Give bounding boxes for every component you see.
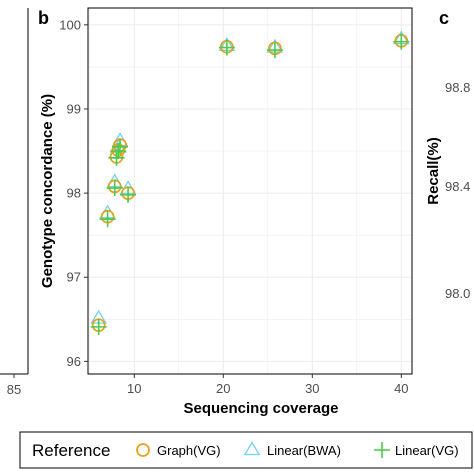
data-point-plus — [120, 186, 137, 203]
right-panel-y-axis-title: Recall(%) — [425, 137, 442, 205]
panel-letter-c: c — [439, 8, 449, 28]
plot-grid — [88, 8, 412, 374]
right-panel-ytick-label: 98.0 — [445, 286, 470, 301]
data-point-plus — [106, 180, 123, 197]
data-point-plus — [99, 211, 116, 228]
data-point-plus — [112, 138, 129, 155]
y-tick-label: 96 — [67, 354, 81, 369]
data-point-plus — [218, 39, 235, 56]
legend-items: Graph(VG) Linear(BWA) Linear(VG) — [136, 441, 459, 458]
plot-points — [90, 30, 410, 335]
x-tick-label: 30 — [305, 381, 319, 396]
y-tick-label: 99 — [67, 101, 81, 116]
data-point-plus — [90, 318, 107, 335]
data-point-plus — [393, 33, 410, 50]
right-panel-ytick-label: 98.8 — [445, 80, 470, 95]
x-tick-label: 40 — [394, 381, 408, 396]
legend-label: Linear(VG) — [395, 443, 459, 458]
y-tick-label: 98 — [67, 186, 81, 201]
left-panel-xtick-label: 85 — [7, 382, 21, 397]
legend-key-plus — [374, 442, 390, 458]
right-panel-ytick-label: 98.4 — [445, 179, 470, 194]
legend-item: Linear(BWA) — [243, 441, 341, 458]
axis-ticks: 10 20 30 40 96 97 98 99 100 — [59, 17, 408, 396]
left-panel: 85 — [0, 8, 29, 397]
data-point-plus — [266, 42, 283, 59]
x-tick-label: 20 — [216, 381, 230, 396]
plot-frame — [87, 7, 413, 375]
legend-item: Linear(VG) — [374, 442, 459, 458]
y-tick-label: 97 — [67, 270, 81, 285]
legend: Reference Graph(VG) Linear(BWA) Linear(VG) — [19, 431, 473, 469]
legend-label: Linear(BWA) — [267, 443, 341, 458]
y-axis-title: Genotype concordance (%) — [39, 94, 56, 288]
data-point-plus — [110, 143, 127, 160]
legend-title: Reference — [32, 441, 110, 460]
legend-label: Graph(VG) — [157, 443, 221, 458]
x-axis-title: Sequencing coverage — [183, 400, 338, 417]
legend-item: Graph(VG) — [136, 443, 221, 458]
data-point-plus — [108, 149, 125, 166]
legend-key-circle — [136, 443, 150, 457]
legend-box — [19, 431, 473, 469]
x-tick-label: 10 — [127, 381, 141, 396]
legend-key-triangle — [243, 441, 261, 456]
y-tick-label: 100 — [59, 17, 81, 32]
panel-letter-b: b — [38, 8, 49, 28]
